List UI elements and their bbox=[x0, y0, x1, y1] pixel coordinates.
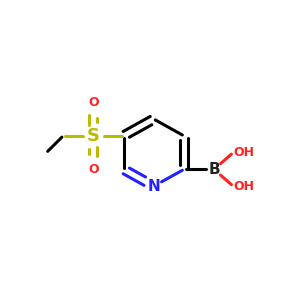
Text: O: O bbox=[88, 96, 99, 109]
Text: OH: OH bbox=[233, 146, 254, 159]
Text: B: B bbox=[208, 162, 220, 177]
Text: S: S bbox=[87, 127, 100, 145]
Text: OH: OH bbox=[233, 180, 254, 193]
Text: N: N bbox=[147, 179, 160, 194]
Text: O: O bbox=[88, 163, 99, 176]
